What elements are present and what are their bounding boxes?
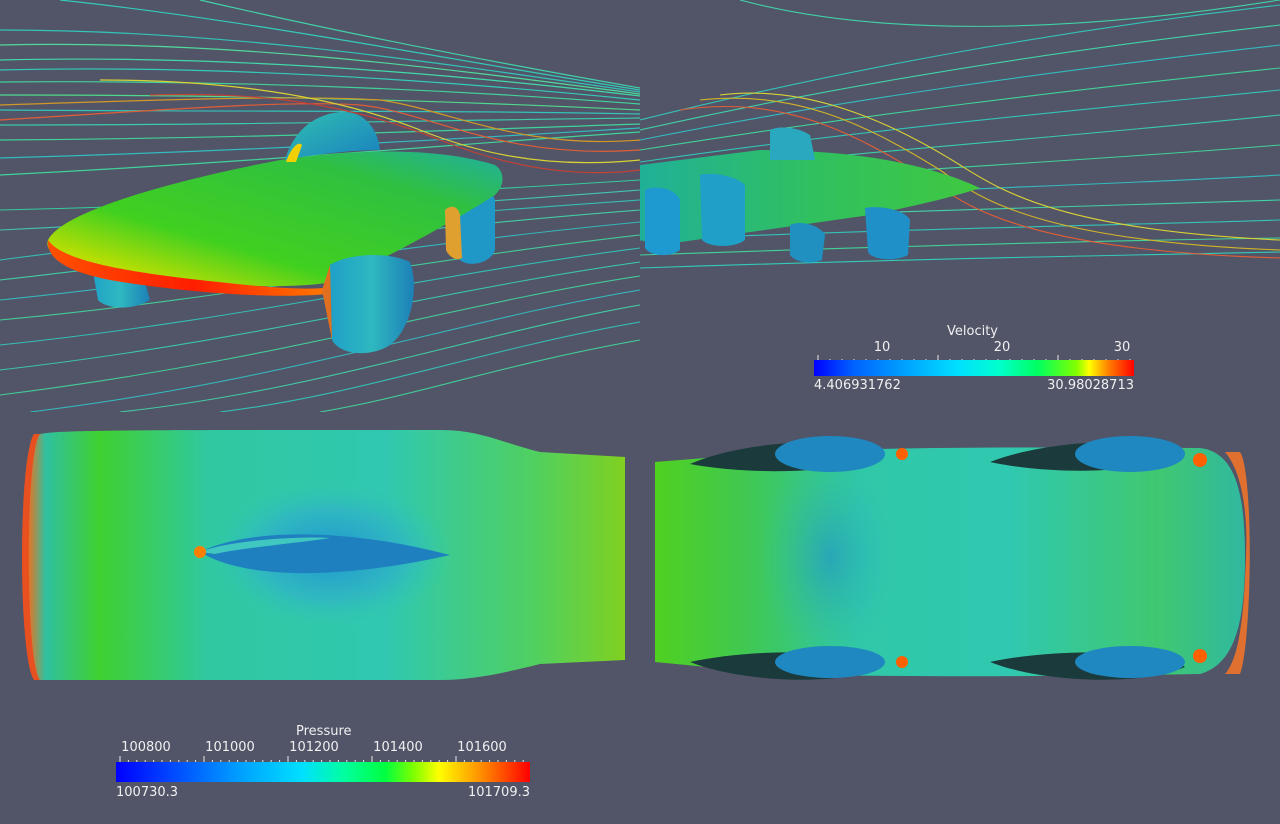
pressure-colorbar: Pressure 100800 101000 101200 101400 101… [116,724,530,804]
pressure-tick-label: 101200 [289,740,339,755]
velocity-colorbar: Velocity 10 20 30 4.406931762 30.9802871… [814,322,1134,394]
perspective-front-view[interactable] [0,0,640,412]
pressure-tick-label: 100800 [121,740,171,755]
velocity-legend-title: Velocity [947,324,998,339]
bottom-view-render [655,436,1250,680]
pressure-color-gradient [116,762,530,782]
velocity-color-gradient [814,360,1134,376]
velocity-tick-label: 20 [993,340,1011,355]
pressure-tick-label: 101400 [373,740,423,755]
velocity-min-label: 4.406931762 [814,378,901,393]
pressure-legend-title: Pressure [296,724,352,739]
velocity-max-label: 30.98028713 [1047,378,1134,393]
perspective-side-view[interactable]: Velocity 10 20 30 4.406931762 30.9802871… [640,0,1280,412]
bottom-view[interactable] [640,412,1280,824]
pressure-max-label: 101709.3 [467,785,530,800]
velocity-tick-label: 30 [1113,340,1131,355]
pressure-tick-marks [119,756,524,762]
velocity-tick-label: 10 [873,340,891,355]
top-view-render [22,430,625,680]
pressure-min-label: 100730.3 [116,785,179,800]
solar-car-underside [640,127,980,263]
solar-car-body [47,111,503,354]
pressure-tick-label: 101000 [205,740,255,755]
perspective-side-render [640,0,1280,269]
perspective-front-render [0,0,640,412]
pressure-tick-label: 101600 [457,740,507,755]
top-view[interactable]: Pressure 100800 101000 101200 101400 101… [0,412,640,824]
